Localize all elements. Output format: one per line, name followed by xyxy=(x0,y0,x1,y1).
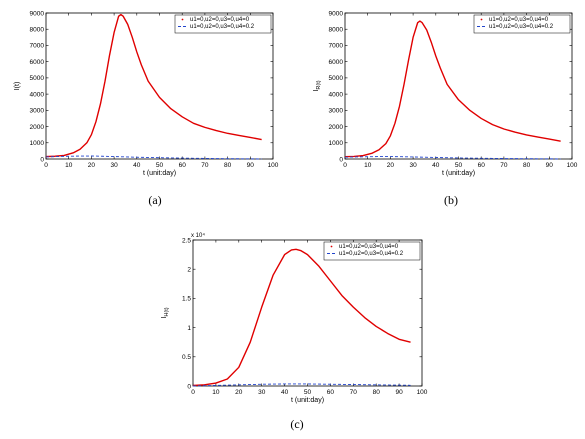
y-tick-label: 8000 xyxy=(30,27,45,34)
chart-panel-2: 0 10 20 30 40 50 60 70 80 90 100010002000300040005… xyxy=(313,10,578,207)
y-tick-label: 7000 xyxy=(329,43,344,50)
x-tick-label: 60 xyxy=(327,389,335,396)
x-tick-label: 80 xyxy=(523,162,531,169)
x-tick-label: 30 xyxy=(110,162,118,169)
y-axis-label: I(t) xyxy=(14,82,21,91)
y-tick-label: 2000 xyxy=(30,124,45,131)
x-tick-label: 100 xyxy=(567,162,578,169)
y-axis-label: IH(t) xyxy=(161,307,170,318)
y-tick-label: 0.5 xyxy=(182,354,191,361)
legend-entry: u1=0,u2=0,u3=0,u4=0 xyxy=(190,17,250,23)
x-tick-label: 30 xyxy=(258,389,266,396)
y-tick-label: 2.5 xyxy=(182,237,191,244)
y-tick-label: 0 xyxy=(339,156,343,163)
x-tick-label: 10 xyxy=(212,389,220,396)
legend: u1=0,u2=0,u3=0,u4=0u1=0,u2=0,u3=0,u4=0.2 xyxy=(323,241,421,261)
series-line-1 xyxy=(45,13,262,158)
y-tick-label: 1 xyxy=(187,325,191,332)
series-line-2 xyxy=(45,155,262,160)
x-tick-label: 20 xyxy=(235,389,243,396)
legend-box xyxy=(174,14,272,34)
series-line-2 xyxy=(192,383,411,387)
x-tick-label: 10 xyxy=(65,162,73,169)
panel-caption: (a) xyxy=(148,193,161,207)
plot-frame xyxy=(192,239,423,387)
x-tick-label: 40 xyxy=(133,162,141,169)
x-tick-label: 90 xyxy=(546,162,554,169)
y-tick-label: 6000 xyxy=(329,59,344,66)
x-tick-label: 50 xyxy=(304,389,312,396)
y-tick-label: 3000 xyxy=(30,108,45,115)
y-tick-label: 1000 xyxy=(329,140,344,147)
legend-entry: u1=0,u2=0,u3=0,u4=0.2 xyxy=(339,251,404,257)
legend: u1=0,u2=0,u3=0,u4=0u1=0,u2=0,u3=0,u4=0.2 xyxy=(473,14,571,34)
y-tick-label: 2000 xyxy=(329,124,344,131)
y-tick-label: 1.5 xyxy=(182,296,191,303)
y-tick-label: 1000 xyxy=(30,140,45,147)
x-tick-label: 70 xyxy=(350,389,358,396)
x-tick-label: 0 xyxy=(44,162,48,169)
panel-caption: (c) xyxy=(290,417,303,431)
y-tick-label: 9000 xyxy=(30,10,45,17)
x-tick-label: 10 xyxy=(364,162,372,169)
x-tick-label: 70 xyxy=(500,162,508,169)
x-tick-label: 40 xyxy=(281,389,289,396)
y-tick-label: 6000 xyxy=(30,59,45,66)
y-axis-multiplier: x 10⁴ xyxy=(191,232,205,239)
x-tick-label: 100 xyxy=(268,162,279,169)
x-tick-label: 40 xyxy=(432,162,440,169)
legend-box xyxy=(323,241,421,261)
x-tick-label: 0 xyxy=(343,162,347,169)
y-tick-label: 4000 xyxy=(30,91,45,98)
x-tick-label: 60 xyxy=(179,162,187,169)
legend-swatch xyxy=(181,18,184,21)
legend-entry: u1=0,u2=0,u3=0,u4=0 xyxy=(489,17,549,23)
legend-box xyxy=(473,14,571,34)
y-tick-label: 2 xyxy=(187,267,191,274)
series-line-1 xyxy=(192,248,411,387)
legend-swatch xyxy=(480,18,483,21)
legend-entry: u1=0,u2=0,u3=0,u4=0.2 xyxy=(190,24,255,30)
chart-panel-3: 0 10 20 30 40 50 60 70 80 90 100 0 0.5 1 1.5 2 2.5x 10⁴ t… xyxy=(161,232,428,431)
x-tick-label: 90 xyxy=(247,162,255,169)
y-tick-label: 5000 xyxy=(30,75,45,82)
plot-frame xyxy=(344,12,573,160)
legend-entry: u1=0,u2=0,u3=0,u4=0.2 xyxy=(489,24,554,30)
y-tick-label: 8000 xyxy=(329,27,344,34)
y-tick-label: 7000 xyxy=(30,43,45,50)
x-tick-label: 20 xyxy=(387,162,395,169)
y-tick-label: 0 xyxy=(187,383,191,390)
y-tick-label: 0 xyxy=(40,156,44,163)
legend-entry: u1=0,u2=0,u3=0,u4=0 xyxy=(339,244,399,250)
chart-panel-1: 0 10 20 30 40 50 60 70 80 90 100010002000300040005… xyxy=(14,10,279,207)
x-tick-label: 50 xyxy=(455,162,463,169)
x-tick-label: 90 xyxy=(395,389,403,396)
x-tick-label: 60 xyxy=(478,162,486,169)
x-tick-label: 30 xyxy=(409,162,417,169)
series-line-1 xyxy=(344,20,561,158)
x-tick-label: 0 xyxy=(191,389,195,396)
x-tick-label: 70 xyxy=(201,162,209,169)
x-tick-label: 80 xyxy=(224,162,232,169)
plot-frame xyxy=(45,12,274,160)
y-axis-label: IR(t) xyxy=(313,80,322,91)
y-tick-label: 3000 xyxy=(329,108,344,115)
x-tick-label: 80 xyxy=(373,389,381,396)
y-tick-label: 4000 xyxy=(329,91,344,98)
x-tick-label: 100 xyxy=(417,389,428,396)
legend-swatch xyxy=(330,245,333,248)
x-axis-label: t (unit:day) xyxy=(143,170,176,177)
y-tick-label: 5000 xyxy=(329,75,344,82)
x-axis-label: t (unit:day) xyxy=(291,397,324,404)
panel-caption: (b) xyxy=(444,193,458,207)
x-axis-label: t (unit:day) xyxy=(442,170,475,177)
legend: u1=0,u2=0,u3=0,u4=0u1=0,u2=0,u3=0,u4=0.2 xyxy=(174,14,272,34)
y-tick-label: 9000 xyxy=(329,10,344,17)
series-line-2 xyxy=(344,156,561,160)
x-tick-label: 20 xyxy=(88,162,96,169)
x-tick-label: 50 xyxy=(156,162,164,169)
